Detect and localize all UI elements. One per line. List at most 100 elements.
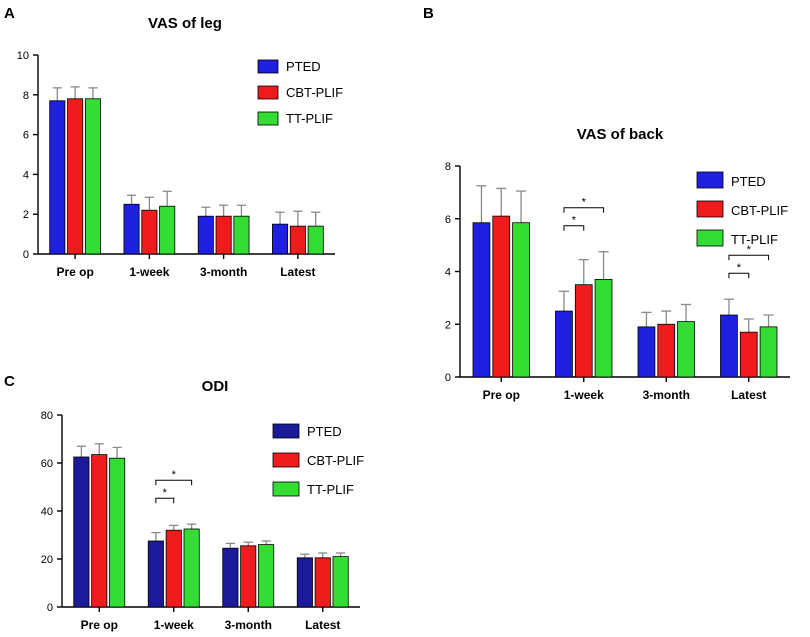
y-tick-label: 0 <box>23 249 29 261</box>
bar-pted <box>222 547 239 608</box>
legend-swatch <box>696 200 724 218</box>
x-category-label: 1-week <box>154 618 194 632</box>
bar-tt-plif <box>84 98 101 255</box>
x-category-label: Latest <box>305 618 340 632</box>
bar-cbt-plif <box>215 215 232 255</box>
legend-label: CBT-PLIF <box>286 85 343 100</box>
bar-pted <box>49 100 66 255</box>
bar-cbt-plif <box>739 331 758 378</box>
bar-cbt-plif <box>314 557 331 608</box>
bar-pted <box>555 310 573 378</box>
chart-title: VAS of leg <box>148 15 222 32</box>
legend-swatch <box>257 111 279 126</box>
y-tick-label: 2 <box>445 319 451 331</box>
x-category-label: 1-week <box>129 265 169 279</box>
bar-pted <box>123 203 140 255</box>
chart-title: VAS of back <box>577 126 664 143</box>
x-category-label: Pre op <box>56 265 93 279</box>
legend-swatch <box>696 171 724 189</box>
significance-marker: * <box>572 215 577 227</box>
x-category-label: 1-week <box>564 388 604 402</box>
legend-label: CBT-PLIF <box>731 203 788 218</box>
y-tick-label: 20 <box>41 554 53 566</box>
y-tick-label: 0 <box>47 602 53 614</box>
x-category-label: 3-month <box>200 265 247 279</box>
x-category-label: Latest <box>280 265 315 279</box>
significance-bracket <box>563 207 605 213</box>
bar-tt-plif <box>233 215 250 255</box>
significance-marker: * <box>163 487 168 499</box>
significance-bracket <box>563 225 585 231</box>
bar-cbt-plif <box>289 225 306 255</box>
panel-label-c: C <box>4 373 15 390</box>
legend-label: PTED <box>286 59 321 74</box>
bar-pted <box>296 557 313 608</box>
y-tick-label: 2 <box>23 209 29 221</box>
y-tick-label: 80 <box>41 410 53 422</box>
bar-pted <box>197 215 214 255</box>
significance-bracket <box>728 254 770 261</box>
x-category-label: 3-month <box>643 388 690 402</box>
bar-cbt-plif <box>141 209 158 255</box>
legend-label: TT-PLIF <box>731 232 778 247</box>
legend-label: TT-PLIF <box>286 111 333 126</box>
panel-label-a: A <box>4 5 15 22</box>
significance-bracket <box>155 497 175 504</box>
y-tick-label: 40 <box>41 506 53 518</box>
significance-marker: * <box>582 197 587 209</box>
y-tick-label: 8 <box>445 161 451 173</box>
legend-swatch <box>272 481 300 497</box>
bar-cbt-plif <box>67 98 84 255</box>
bar-tt-plif <box>159 205 176 255</box>
bar-tt-plif <box>759 326 778 378</box>
bar-pted <box>637 326 656 378</box>
x-category-label: Pre op <box>483 388 520 402</box>
bar-pted <box>272 223 289 255</box>
bar-tt-plif <box>332 556 349 608</box>
significance-marker: * <box>747 244 752 256</box>
legend-label: PTED <box>731 174 766 189</box>
x-category-label: 3-month <box>225 618 272 632</box>
y-tick-label: 0 <box>445 372 451 384</box>
bar-tt-plif <box>677 321 695 378</box>
bar-pted <box>472 222 491 378</box>
bar-tt-plif <box>512 222 530 378</box>
chart-vas-leg: VAS of leg 0 2 4 6 8 10 Pre op 1-week 3-month Late… <box>17 15 343 279</box>
significance-bracket <box>728 272 750 279</box>
bar-cbt-plif <box>165 529 182 608</box>
legend-swatch <box>257 59 279 74</box>
bar-tt-plif <box>258 544 275 608</box>
legend-swatch <box>272 452 300 468</box>
bar-tt-plif <box>183 528 200 608</box>
bar-tt-plif <box>594 279 613 378</box>
panel-label-b: B <box>423 5 434 22</box>
y-tick-label: 10 <box>17 50 29 62</box>
bar-cbt-plif <box>240 545 257 608</box>
y-tick-label: 6 <box>23 130 29 142</box>
legend-label: CBT-PLIF <box>307 453 364 468</box>
significance-bracket <box>155 479 193 486</box>
y-tick-label: 4 <box>23 169 29 181</box>
chart-odi: ODI 0 20 40 60 80 Pre op 1-week 3-month Latest * * P… <box>41 378 364 632</box>
y-tick-label: 8 <box>23 90 29 102</box>
y-tick-label: 60 <box>41 458 53 470</box>
legend-label: PTED <box>307 424 342 439</box>
y-tick-label: 6 <box>445 214 451 226</box>
bar-cbt-plif <box>91 454 108 608</box>
bar-tt-plif <box>307 225 324 255</box>
legend-swatch <box>696 229 724 247</box>
bar-cbt-plif <box>657 323 676 378</box>
legend-label: TT-PLIF <box>307 482 354 497</box>
significance-marker: * <box>172 469 177 481</box>
bar-pted <box>147 540 164 608</box>
significance-marker: * <box>737 262 742 274</box>
bar-cbt-plif <box>492 215 511 378</box>
x-category-label: Latest <box>731 388 766 402</box>
bar-pted <box>73 456 90 608</box>
y-tick-label: 4 <box>445 267 451 279</box>
legend-swatch <box>272 423 300 439</box>
chart-title: ODI <box>202 378 229 395</box>
chart-vas-back: VAS of back 0 2 4 6 8 Pre op 1-week 3-month Lates… <box>445 126 790 402</box>
legend-swatch <box>257 85 279 100</box>
